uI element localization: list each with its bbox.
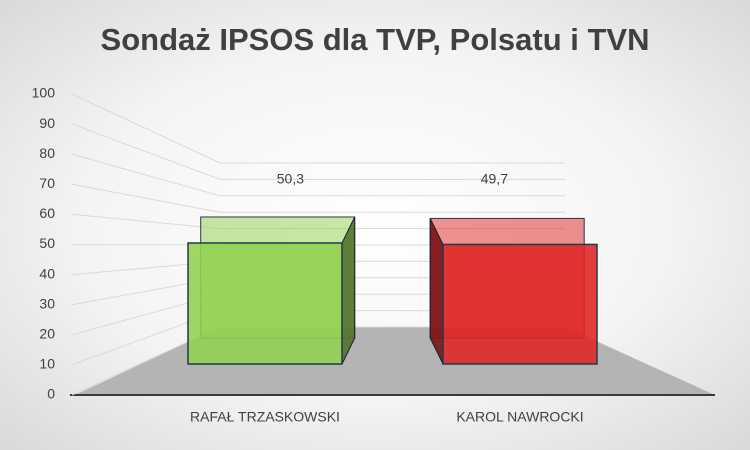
bar-side [429,218,444,365]
y-tick-label: 40 [39,265,55,281]
grid-line [71,93,565,164]
x-tick-label: KAROL NAWROCKI [456,409,583,425]
floor [75,327,715,395]
bar [187,242,343,365]
y-tick-label: 70 [39,175,55,191]
y-tick-label: 100 [32,85,56,101]
y-tick-label: 60 [39,205,55,221]
chart-title: Sondaż IPSOS dla TVP, Polsatu i TVN [101,22,650,57]
grid-line [71,123,565,180]
bar-side [341,216,356,365]
y-tick-label: 20 [39,326,55,342]
y-tick-label: 90 [39,115,55,131]
grid-line [71,183,565,213]
y-tick-label: 50 [39,235,55,251]
y-tick-label: 10 [39,356,55,372]
y-tick-label: 0 [47,386,55,402]
bar [442,243,598,365]
data-label: 50,3 [277,171,304,187]
y-tick-label: 30 [39,295,55,311]
x-tick-label: RAFAŁ TRZASKOWSKI [190,409,340,425]
y-tick-label: 80 [39,145,55,161]
grid-line [71,153,565,197]
data-label: 49,7 [481,171,508,187]
